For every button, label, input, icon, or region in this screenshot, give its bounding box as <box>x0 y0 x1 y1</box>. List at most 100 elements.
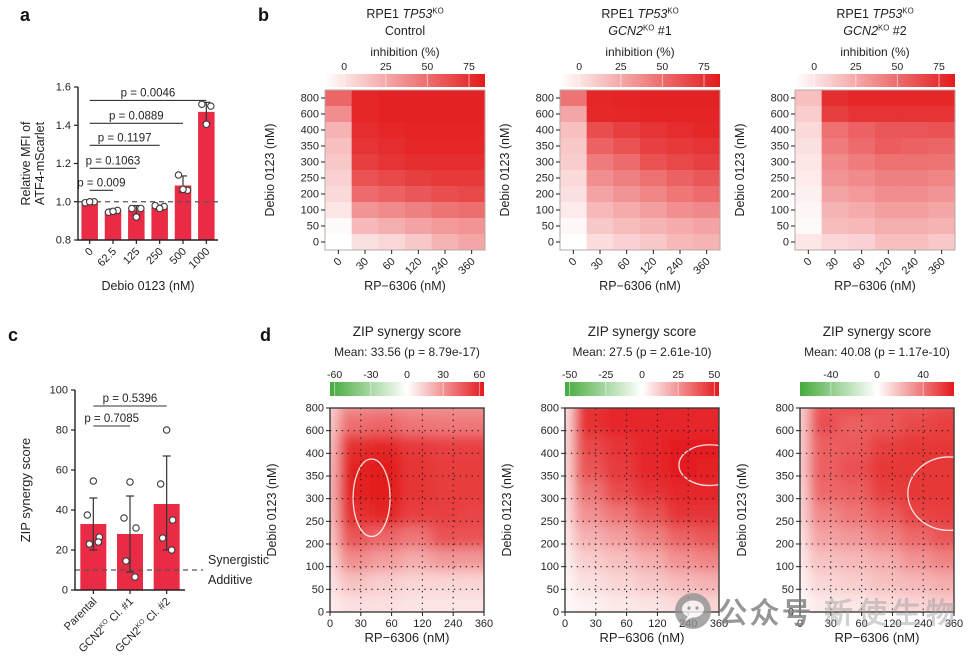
heatmap-cell <box>795 106 823 123</box>
svg-text:30: 30 <box>825 618 837 630</box>
axes: 0.8 1.0 1.2 1.4 1.6 <box>56 82 218 247</box>
bar <box>198 111 215 240</box>
svg-text:240: 240 <box>914 618 932 630</box>
svg-text:100: 100 <box>541 561 559 573</box>
heatmap-cell <box>666 138 694 155</box>
svg-text:0.8: 0.8 <box>56 235 71 247</box>
heatmap-cell <box>586 218 614 235</box>
heatmap-cell <box>560 106 588 123</box>
heatmap-cell <box>458 138 486 155</box>
bar <box>128 210 145 240</box>
svg-text:RP−6306 (nM): RP−6306 (nM) <box>365 630 450 645</box>
svg-text:p = 0.009: p = 0.009 <box>77 177 125 189</box>
data-point <box>122 557 130 565</box>
svg-text:62.5: 62.5 <box>95 246 119 270</box>
svg-text:360: 360 <box>456 256 477 277</box>
svg-text:100: 100 <box>306 561 324 573</box>
svg-text:250: 250 <box>771 173 789 185</box>
contour-axes: 800 600 400 350 300 250 200 100 50 00 30 60 120 240 36… <box>776 403 964 631</box>
heatmap-cell <box>586 170 614 187</box>
heatmap-cell <box>928 234 956 251</box>
svg-text:0: 0 <box>313 237 319 249</box>
svg-text:60: 60 <box>620 618 632 630</box>
svg-text:300: 300 <box>301 157 319 169</box>
wechat-badge-icon <box>675 593 711 629</box>
heatmap-cell <box>901 202 929 219</box>
heatmap-cell <box>693 90 721 107</box>
svg-text:Mean: 27.5 (p = 2.61e-10): Mean: 27.5 (p = 2.61e-10) <box>572 345 711 359</box>
svg-text:0: 0 <box>548 237 554 249</box>
heatmap-cell <box>458 154 486 171</box>
heatmap-cell <box>613 90 641 107</box>
svg-text:250: 250 <box>541 516 559 528</box>
heatmap-cell <box>640 186 668 203</box>
heatmap-cell <box>613 170 641 187</box>
svg-text:GCN2KO #2: GCN2KO #2 <box>843 23 906 38</box>
heatmap-cell <box>901 138 929 155</box>
heatmap-cell <box>848 90 876 107</box>
heatmap-cell <box>795 234 823 251</box>
svg-text:Debio 0123 (nM): Debio 0123 (nM) <box>498 123 512 216</box>
heatmap-cell <box>405 122 433 139</box>
heatmap-cell <box>560 234 588 251</box>
heatmap-cell <box>325 106 353 123</box>
heatmap-cell <box>458 170 486 187</box>
heatmap-cell <box>325 234 353 251</box>
heatmap-cell <box>821 122 849 139</box>
svg-text:-25: -25 <box>598 369 613 381</box>
heatmap-cell <box>431 138 459 155</box>
heatmap-cell <box>431 170 459 187</box>
axis-titles: Debio 0123 (nM) RP−6306 (nM) <box>263 123 446 293</box>
heatmap-cell <box>928 218 956 235</box>
data-point <box>94 538 103 546</box>
svg-text:-50: -50 <box>562 369 577 381</box>
heatmap-cell <box>848 234 876 251</box>
data-point <box>120 514 128 522</box>
heatmap-cell <box>458 234 486 251</box>
svg-text:300: 300 <box>776 493 794 505</box>
svg-text:60: 60 <box>381 256 398 273</box>
svg-text:p = 0.7085: p = 0.7085 <box>84 413 139 425</box>
heatmap-cell <box>325 218 353 235</box>
svg-text:800: 800 <box>771 93 789 105</box>
svg-text:120: 120 <box>648 618 666 630</box>
data-point <box>131 573 139 581</box>
svg-text:100: 100 <box>301 205 319 217</box>
heatmap-cell <box>405 90 433 107</box>
heatmap-title: RPE1 TP53KO GCN2KO #2 <box>836 6 913 38</box>
svg-text:ZIP synergy score: ZIP synergy score <box>18 438 33 543</box>
colorbar: inhibition (%) 0 25 50 75 <box>795 45 955 87</box>
heatmap-cell <box>378 154 406 171</box>
comparison-brackets: p = 0.7085 p = 0.5396 <box>84 393 167 427</box>
data-point <box>155 204 164 213</box>
svg-text:50: 50 <box>542 221 554 233</box>
heatmap-cell <box>325 202 353 219</box>
heatmap-cell <box>325 90 353 107</box>
heatmap-cell <box>586 186 614 203</box>
heatmap-cell <box>613 234 641 251</box>
svg-text:240: 240 <box>430 256 451 277</box>
heatmap-cell <box>821 138 849 155</box>
heatmap-cell <box>586 138 614 155</box>
svg-text:0: 0 <box>797 618 803 630</box>
svg-text:400: 400 <box>776 448 794 460</box>
dotted-grid <box>799 407 955 613</box>
heatmap-cell <box>325 138 353 155</box>
heatmap-cell <box>693 234 721 251</box>
svg-text:200: 200 <box>306 539 324 551</box>
svg-text:60: 60 <box>385 618 397 630</box>
svg-text:200: 200 <box>536 189 554 201</box>
svg-text:0: 0 <box>802 256 815 269</box>
heatmap-cell <box>875 218 903 235</box>
svg-text:Synergistic: Synergistic <box>208 553 269 567</box>
heatmap-cell <box>848 218 876 235</box>
data-point <box>109 207 117 216</box>
svg-text:0: 0 <box>788 607 794 619</box>
data-point <box>158 534 167 542</box>
heatmap-cell <box>640 202 668 219</box>
heatmap-cell <box>875 90 903 107</box>
panel-c-label: c <box>8 325 19 345</box>
svg-text:0: 0 <box>341 61 347 73</box>
svg-text:600: 600 <box>541 425 559 437</box>
svg-text:60: 60 <box>851 256 868 273</box>
